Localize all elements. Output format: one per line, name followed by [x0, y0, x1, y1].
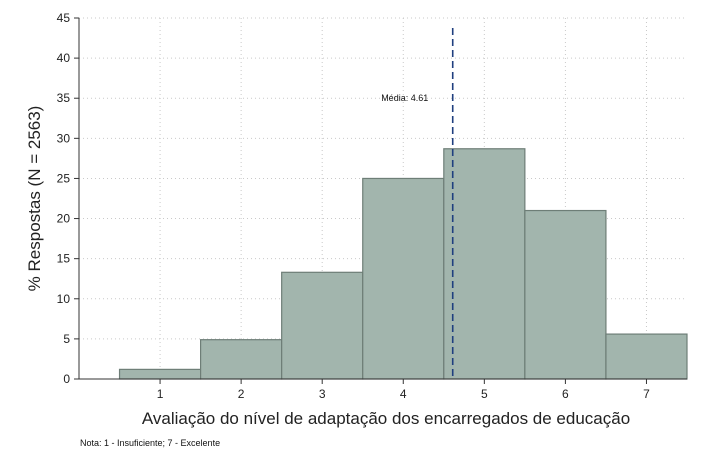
y-axis-title: % Respostas (N = 2563): [25, 106, 44, 292]
y-tick-label: 15: [57, 252, 71, 266]
bar-5: [443, 148, 526, 380]
y-tick-label: 30: [57, 131, 71, 145]
x-tick-label: 7: [643, 387, 650, 401]
bar-3: [281, 271, 364, 380]
axes: [78, 18, 687, 380]
x-tick-label: 1: [157, 387, 164, 401]
y-tick-label: 0: [63, 372, 70, 386]
x-tick-label: 5: [481, 387, 488, 401]
x-tick-label: 4: [400, 387, 407, 401]
x-tick-label: 3: [319, 387, 326, 401]
y-tick-label: 35: [57, 91, 71, 105]
y-tick-label: 20: [57, 212, 71, 226]
bar-1: [118, 368, 202, 380]
bar-4: [362, 177, 445, 380]
x-axis-title: Avaliação do nível de adaptação dos enca…: [142, 409, 630, 428]
y-tick-label: 40: [57, 51, 71, 65]
footnote: Nota: 1 - Insuficiente; 7 - Excelente: [80, 438, 220, 448]
mean-label: Média: 4.61: [381, 93, 428, 103]
bar-7: [605, 333, 688, 380]
x-ticks: 1 2 3 4 5 6 7: [157, 379, 650, 401]
bars: [118, 148, 688, 380]
x-tick-label: 2: [238, 387, 245, 401]
y-tick-label: 5: [63, 332, 70, 346]
bar-6: [524, 209, 607, 380]
y-ticks: 0 5 10 15 20 25 30 35 40 45: [57, 11, 79, 386]
bar-2: [200, 339, 283, 380]
y-tick-label: 10: [57, 292, 71, 306]
x-tick-label: 6: [562, 387, 569, 401]
y-tick-label: 45: [57, 11, 71, 25]
mean-marker: Média: 4.61: [381, 28, 454, 379]
y-tick-label: 25: [57, 171, 71, 185]
